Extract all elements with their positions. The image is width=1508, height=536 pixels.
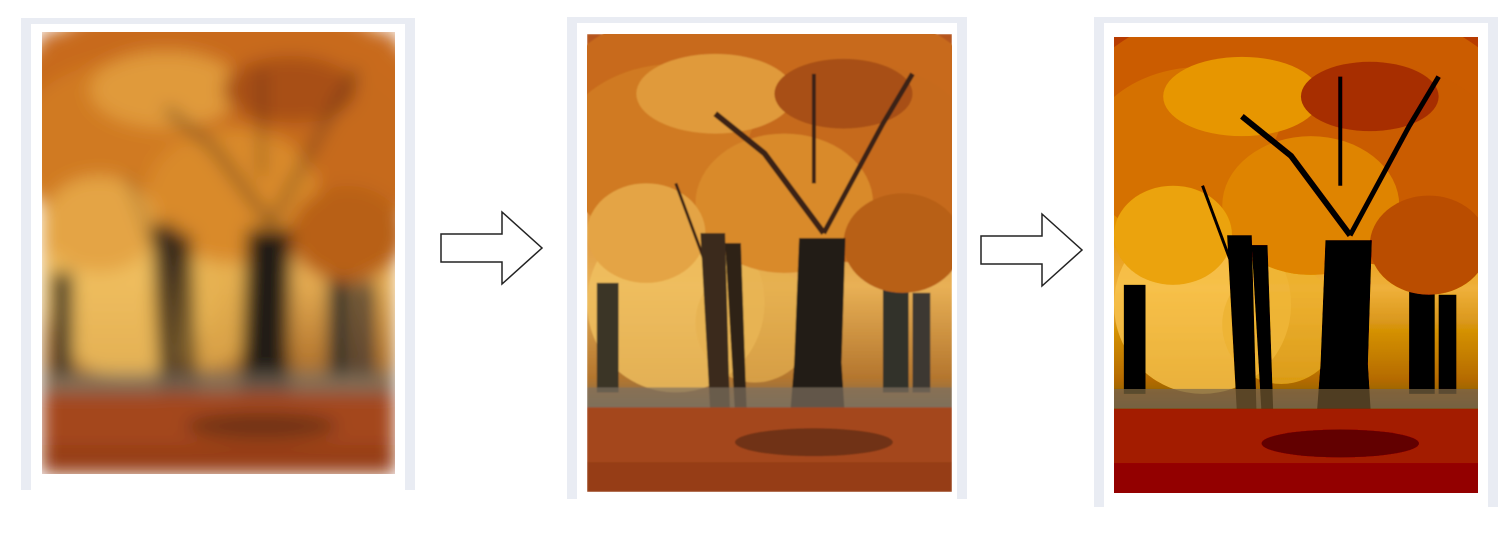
enhanced-autumn-forest-image bbox=[1114, 37, 1478, 493]
right-arrow-icon bbox=[980, 212, 1084, 288]
blurred-autumn-forest-image bbox=[42, 32, 395, 474]
right-arrow-icon bbox=[440, 210, 544, 286]
sharpened-autumn-forest-image bbox=[587, 34, 952, 492]
